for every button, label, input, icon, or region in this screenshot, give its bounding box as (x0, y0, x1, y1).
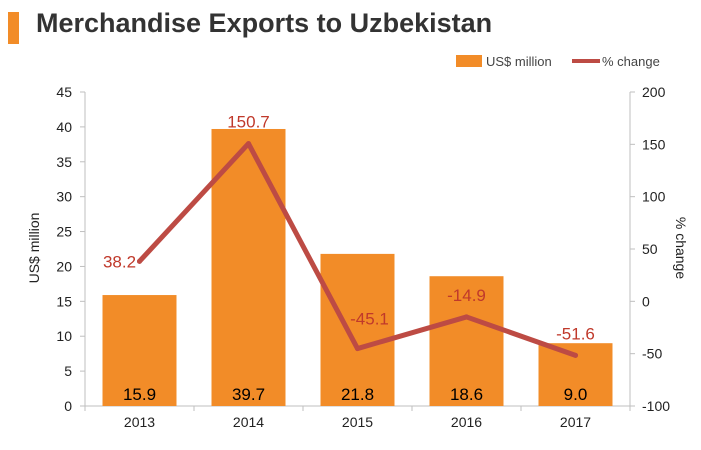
left-tick-label: 5 (64, 363, 72, 379)
legend: US$ million % change (456, 54, 660, 69)
line-labels: 38.2 150.7 -45.1 -14.9 -51.6 (103, 113, 595, 344)
left-axis-title-group: US$ million (26, 213, 42, 284)
left-tick-label: 45 (56, 84, 72, 100)
right-tick-label: -50 (642, 346, 662, 362)
x-tick-label: 2014 (233, 414, 264, 430)
x-tick-label: 2013 (124, 414, 155, 430)
line-point-2013 (137, 258, 142, 264)
bar-value-label: 18.6 (450, 385, 483, 404)
line-series (137, 141, 578, 358)
line-value-label: 150.7 (227, 113, 270, 132)
bar-value-label: 39.7 (232, 385, 265, 404)
x-tick-label: 2017 (560, 414, 591, 430)
bar-value-label: 15.9 (123, 385, 156, 404)
left-axis-title: US$ million (26, 213, 42, 284)
bar-value-label: 21.8 (341, 385, 374, 404)
left-tick-label: 15 (56, 293, 72, 309)
bar-value-label: 9.0 (564, 385, 588, 404)
bar-2015 (320, 253, 395, 406)
right-tick-label: 50 (642, 241, 658, 257)
title-accent-bar (8, 12, 19, 44)
legend-swatch-us-million (456, 55, 482, 67)
left-tick-label: 25 (56, 224, 72, 240)
bar-labels: 15.9 39.7 21.8 18.6 9.0 (123, 385, 587, 404)
left-tick-label: 10 (56, 328, 72, 344)
bar-2013 (102, 295, 177, 406)
legend-label-percent-change: % change (602, 54, 660, 69)
right-tick-label: 200 (642, 84, 666, 100)
bar-2014 (211, 128, 286, 406)
right-tick-label: 150 (642, 136, 666, 152)
line-point-2017 (573, 352, 578, 358)
right-tick-label: 100 (642, 189, 666, 205)
x-tick-label: 2015 (342, 414, 373, 430)
left-tick-label: 30 (56, 189, 72, 205)
line-value-label: -51.6 (556, 324, 595, 343)
left-tick-label: 20 (56, 258, 72, 274)
legend-label-us-million: US$ million (486, 54, 552, 69)
right-axis-title-group: % change (673, 217, 689, 279)
line-value-label: -14.9 (447, 286, 486, 305)
line-point-2015 (355, 346, 360, 352)
chart-title: Merchandise Exports to Uzbekistan (36, 8, 493, 38)
line-point-2016 (464, 314, 469, 320)
left-tick-label: 0 (64, 398, 72, 414)
line-point-2014 (246, 141, 251, 147)
left-tick-label: 35 (56, 154, 72, 170)
left-tick-label: 40 (56, 119, 72, 135)
line-value-label: 38.2 (103, 252, 136, 271)
right-tick-label: 0 (642, 293, 650, 309)
bar-2016 (429, 276, 504, 406)
line-value-label: -45.1 (350, 310, 389, 329)
right-tick-label: -100 (642, 398, 670, 414)
x-tick-label: 2016 (451, 414, 482, 430)
bars (102, 128, 613, 406)
axes: 0 5 10 15 20 25 30 35 40 45 -100 -50 0 50 100 150 200 201… (56, 84, 670, 430)
right-axis-title: % change (673, 217, 689, 279)
